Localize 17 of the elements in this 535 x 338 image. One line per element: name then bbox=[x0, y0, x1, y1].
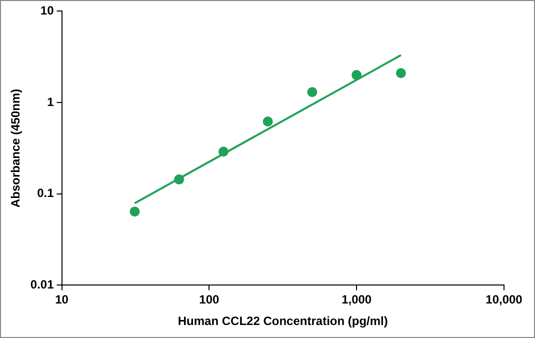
point bbox=[307, 87, 318, 98]
point bbox=[396, 68, 406, 78]
x-tick-label: 100 bbox=[199, 292, 220, 307]
y-tick-label: 1 bbox=[47, 94, 54, 109]
point bbox=[174, 174, 184, 184]
x-tick-label: 10 bbox=[55, 292, 69, 307]
y-tick-label: 10 bbox=[40, 4, 54, 18]
y-axis-title: Absorbance (450nm) bbox=[8, 88, 23, 208]
x-tick-label: 1,000 bbox=[342, 292, 372, 307]
point bbox=[130, 206, 140, 217]
x-tick-label: 10,000 bbox=[486, 292, 523, 307]
y-tick-label: 0.1 bbox=[37, 186, 54, 200]
y-tick-label: 0.01 bbox=[30, 278, 54, 292]
point bbox=[352, 70, 362, 80]
point bbox=[262, 116, 273, 126]
x-axis-title: Human CCL22 Concentration (pg/ml) bbox=[178, 314, 388, 328]
point bbox=[218, 146, 228, 157]
